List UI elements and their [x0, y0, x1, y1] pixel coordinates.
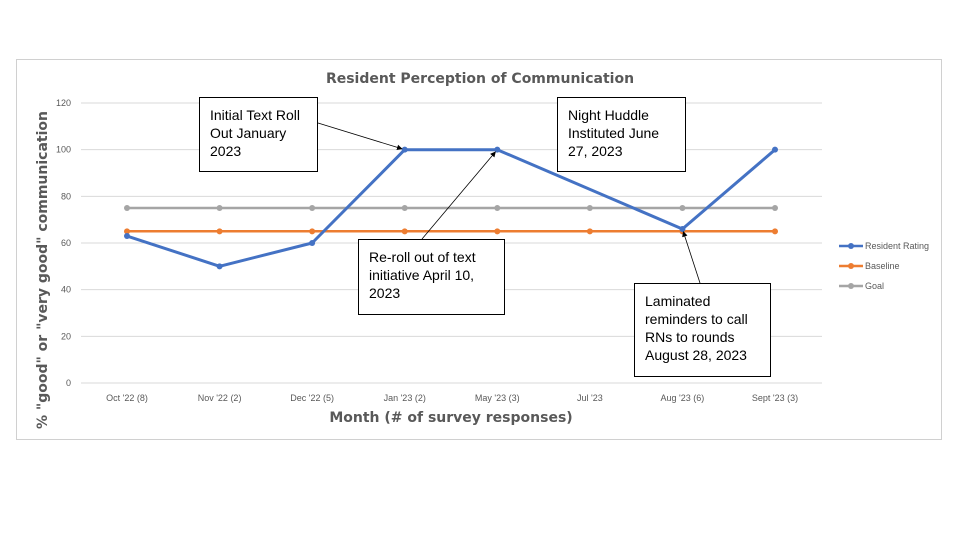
annotation-line: initiative April 10, [369, 267, 475, 283]
data-point-goal [494, 205, 501, 211]
legend-swatch-marker [848, 283, 854, 289]
data-point-baseline [772, 228, 778, 235]
series-resident-rating [124, 146, 778, 270]
x-tick-label: Jul '23 [577, 393, 603, 403]
x-axis-title: Month (# of survey responses) [329, 410, 572, 426]
data-point-baseline [216, 228, 223, 235]
annotation-line: Instituted June [568, 125, 660, 141]
series-goal [124, 205, 778, 211]
data-point-goal [679, 205, 686, 211]
y-tick-label: 100 [56, 145, 71, 155]
chart-title: Resident Perception of Communication [326, 71, 634, 87]
annotation-line: August 28, 2023 [645, 347, 747, 363]
annotation-line: Initial Text Roll [210, 107, 301, 123]
legend: Resident Rating Baseline Goal [839, 241, 929, 291]
annotation-arrow [317, 122, 403, 151]
legend-item-baseline: Baseline [839, 261, 900, 271]
x-tick-label: Oct '22 (8) [106, 393, 148, 403]
series-lines [124, 146, 778, 270]
annotation-laminated-reminders: Laminated reminders to call RNs to round… [634, 283, 771, 377]
data-point-resident-rating [494, 146, 501, 153]
annotation-arrows [317, 122, 701, 284]
data-point-resident-rating [401, 146, 408, 153]
legend-item-goal: Goal [839, 281, 884, 291]
x-tick-label: May '23 (3) [475, 393, 520, 403]
legend-label: Baseline [865, 261, 900, 271]
annotation-line: Re-roll out of text [369, 249, 476, 265]
data-point-goal [586, 205, 593, 211]
annotation-re-roll-text: Re-roll out of text initiative April 10,… [358, 239, 505, 315]
data-point-resident-rating [679, 226, 686, 232]
x-tick-label: Jan '23 (2) [384, 393, 426, 403]
legend-label: Resident Rating [865, 241, 929, 251]
x-tick-label: Nov '22 (2) [198, 393, 242, 403]
data-point-baseline [401, 228, 408, 235]
legend-item-resident-rating: Resident Rating [839, 241, 929, 251]
x-tick-labels: Oct '22 (8) Nov '22 (2) Dec '22 (5) Jan '23… [106, 393, 798, 403]
data-point-goal [309, 205, 316, 211]
y-tick-label: 120 [56, 98, 71, 108]
data-point-resident-rating [124, 233, 130, 239]
legend-swatch-marker [848, 243, 854, 249]
annotation-line: reminders to call [645, 311, 748, 327]
data-point-goal [772, 205, 778, 211]
y-axis-title: % "good" or "very good" communication [35, 111, 51, 429]
data-point-baseline [309, 228, 316, 235]
y-tick-label: 60 [61, 238, 71, 248]
annotation-line: 2023 [369, 285, 401, 301]
legend-label: Goal [865, 281, 884, 291]
legend-swatch-marker [848, 263, 854, 269]
annotation-arrow [421, 151, 496, 240]
annotation-night-huddle: Night Huddle Instituted June 27, 2023 [557, 97, 686, 172]
data-point-goal [124, 205, 130, 211]
x-tick-label: Dec '22 (5) [290, 393, 334, 403]
series-baseline [124, 228, 778, 235]
x-tick-label: Sept '23 (3) [752, 393, 798, 403]
y-tick-label: 80 [61, 191, 71, 201]
annotation-line: Night Huddle [568, 107, 649, 123]
y-tick-label: 20 [61, 331, 71, 341]
y-tick-label: 40 [61, 285, 71, 295]
data-point-goal [401, 205, 408, 211]
annotation-line: 2023 [210, 143, 242, 159]
annotation-initial-text-rollout: Initial Text Roll Out January 2023 [199, 97, 318, 172]
data-point-resident-rating [216, 263, 223, 270]
x-tick-label: Aug '23 (6) [661, 393, 705, 403]
data-point-baseline [124, 228, 130, 235]
y-tick-labels: 0 20 40 60 80 100 120 [56, 98, 71, 388]
data-point-baseline [494, 228, 501, 235]
annotation-line: 27, 2023 [568, 143, 623, 159]
data-point-goal [216, 205, 223, 211]
data-point-resident-rating [772, 146, 778, 153]
y-tick-label: 0 [66, 378, 71, 388]
annotation-line: Out January [210, 125, 287, 141]
data-point-resident-rating [309, 240, 316, 246]
chart-frame: Resident Perception of Communication 0 20… [16, 59, 942, 440]
data-point-baseline [586, 228, 593, 235]
annotation-line: Laminated [645, 293, 711, 309]
annotation-line: RNs to rounds [645, 329, 735, 345]
annotation-arrow [682, 231, 701, 284]
